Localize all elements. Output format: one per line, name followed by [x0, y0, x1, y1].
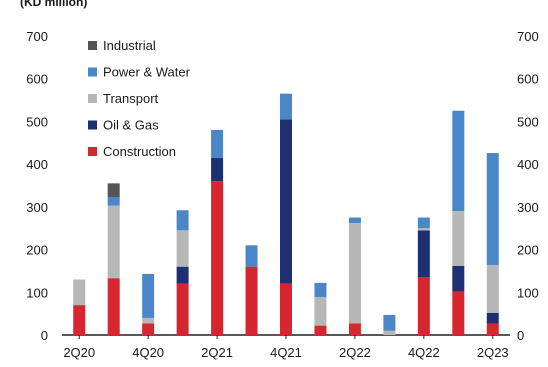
- y-tick-label: 0: [41, 328, 48, 343]
- bar-segment-power-water: [452, 110, 465, 212]
- bar-segment-construction: [211, 181, 224, 335]
- x-tick-label: 2Q21: [201, 345, 233, 360]
- bar-segment-transport: [107, 205, 120, 279]
- bar-segment-transport: [417, 228, 430, 231]
- y-tick-label: 700: [26, 29, 48, 44]
- bar-segment-construction: [417, 277, 430, 335]
- x-tick-label: 4Q20: [132, 345, 164, 360]
- bar-segment-construction: [107, 278, 120, 335]
- bar-segment-power-water: [176, 210, 189, 231]
- bar-segment-construction: [452, 291, 465, 335]
- bar-segment-transport: [314, 296, 327, 326]
- bar-segment-industrial: [107, 183, 120, 198]
- legend-label: Industrial: [103, 38, 156, 53]
- y-tick-label: 600: [26, 72, 48, 87]
- bar-segment-power-water: [107, 197, 120, 206]
- bar-segment-power-water: [486, 153, 499, 265]
- legend-swatch: [88, 94, 97, 103]
- y-tick-label: 500: [26, 114, 48, 129]
- legend-swatch: [88, 67, 97, 77]
- bar-segment-power-water: [383, 314, 396, 331]
- bar-segment-construction: [142, 323, 155, 335]
- bar-segment-transport: [452, 211, 465, 266]
- right-y-tick-label: 500: [517, 114, 539, 129]
- bar-segment-oil-gas: [417, 230, 430, 278]
- legend-label: Oil & Gas: [103, 118, 159, 133]
- x-tick-label: 2Q20: [63, 345, 95, 360]
- bar-segment-power-water: [417, 217, 430, 229]
- bar-segment-transport: [486, 264, 499, 313]
- bar-segment-transport: [176, 230, 189, 267]
- x-tick-label: 4Q21: [270, 345, 302, 360]
- bar-segment-construction: [280, 283, 292, 335]
- legend: Industrial Power & Water Transport Oil & Ga…: [88, 38, 191, 159]
- legend-label: Construction: [103, 144, 176, 159]
- y-tick-label: 400: [26, 157, 48, 172]
- bar-segment-power-water: [314, 282, 327, 297]
- bar-segment-oil-gas: [280, 119, 292, 284]
- right-y-tick-label: 200: [517, 243, 539, 258]
- y-tick-label: 300: [26, 200, 48, 215]
- bar-segment-transport: [383, 330, 396, 335]
- bar-segment-power-water: [142, 273, 155, 318]
- right-y-tick-label: 600: [517, 72, 539, 87]
- legend-swatch: [88, 120, 97, 130]
- bar-segment-construction: [176, 283, 189, 335]
- right-y-tick-label: 700: [517, 29, 539, 44]
- y-tick-label: 200: [26, 243, 48, 258]
- bar-segment-power-water: [280, 93, 292, 120]
- bar-segment-power-water: [348, 217, 361, 224]
- bar-segment-construction: [486, 323, 499, 335]
- bar-segment-transport: [348, 223, 361, 324]
- bar-segment-construction: [245, 266, 258, 335]
- bar-segment-oil-gas: [486, 312, 499, 324]
- bar-segment-power-water: [245, 245, 258, 267]
- bar-segment-power-water: [211, 129, 224, 158]
- bar-segment-construction: [348, 323, 361, 335]
- y-tick-label: 100: [26, 285, 48, 300]
- bar-segment-construction: [314, 325, 327, 335]
- right-y-tick-label: 300: [517, 200, 539, 215]
- legend-label: Transport: [103, 91, 159, 106]
- bar-segment-transport: [73, 279, 86, 306]
- x-tick-label: 2Q22: [339, 345, 371, 360]
- bar-segment-transport: [142, 317, 155, 324]
- right-y-tick-label: 400: [517, 157, 539, 172]
- right-y-tick-label: 0: [517, 328, 524, 343]
- bar-segment-oil-gas: [211, 157, 224, 182]
- bars-group: [73, 93, 499, 335]
- bar-segment-construction: [73, 305, 86, 335]
- bar-segment-oil-gas: [452, 265, 465, 292]
- bar-segment-oil-gas: [176, 266, 189, 284]
- x-tick-label: 4Q22: [408, 345, 440, 360]
- legend-swatch: [88, 41, 97, 50]
- legend-swatch: [88, 147, 97, 156]
- legend-label: Power & Water: [103, 65, 191, 80]
- y-axis-unit-label: (KD million): [20, 0, 87, 9]
- x-tick-label: 2Q23: [477, 345, 509, 360]
- right-y-tick-label: 100: [517, 285, 539, 300]
